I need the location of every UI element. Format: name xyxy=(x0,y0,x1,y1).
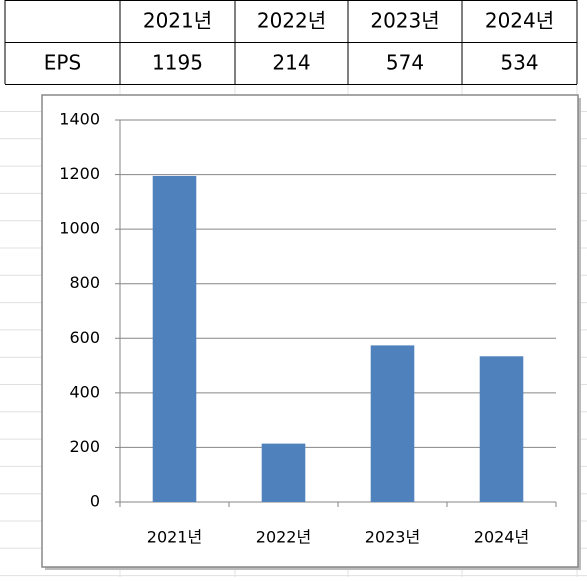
x-tick-label: 2021년 xyxy=(147,528,202,547)
x-tick-label: 2024년 xyxy=(474,528,529,547)
column-header: 2021년 xyxy=(143,9,212,33)
y-tick-label: 1200 xyxy=(59,164,100,183)
x-tick-label: 2022년 xyxy=(256,528,311,547)
y-tick-label: 0 xyxy=(90,492,100,511)
bar xyxy=(370,345,415,502)
bar xyxy=(152,175,197,502)
table-cell: EPS xyxy=(44,51,81,75)
x-tick-label: 2023년 xyxy=(365,528,420,547)
y-tick-label: 400 xyxy=(69,382,100,401)
y-tick-label: 200 xyxy=(69,437,100,456)
table-cell: 1195 xyxy=(152,51,203,75)
chart: 0 200 400 600 800 1000 1200 1400 2021년 2022년 2023년… xyxy=(59,110,557,547)
table-cell: 214 xyxy=(272,51,310,75)
table-cell: 574 xyxy=(386,51,424,75)
bar xyxy=(479,356,524,502)
table-cell: 534 xyxy=(500,51,538,75)
y-tick-label: 1400 xyxy=(59,110,100,129)
y-tick-label: 600 xyxy=(69,328,100,347)
data-table: 2021년 2022년 2023년 2024년 EPS 1195 214 574 534 xyxy=(4,0,578,85)
bar xyxy=(261,443,306,502)
y-tick-label: 800 xyxy=(69,273,100,292)
y-tick-label: 1000 xyxy=(59,219,100,238)
column-header: 2022년 xyxy=(257,9,326,33)
column-header: 2024년 xyxy=(485,9,554,33)
column-header: 2023년 xyxy=(370,9,439,33)
